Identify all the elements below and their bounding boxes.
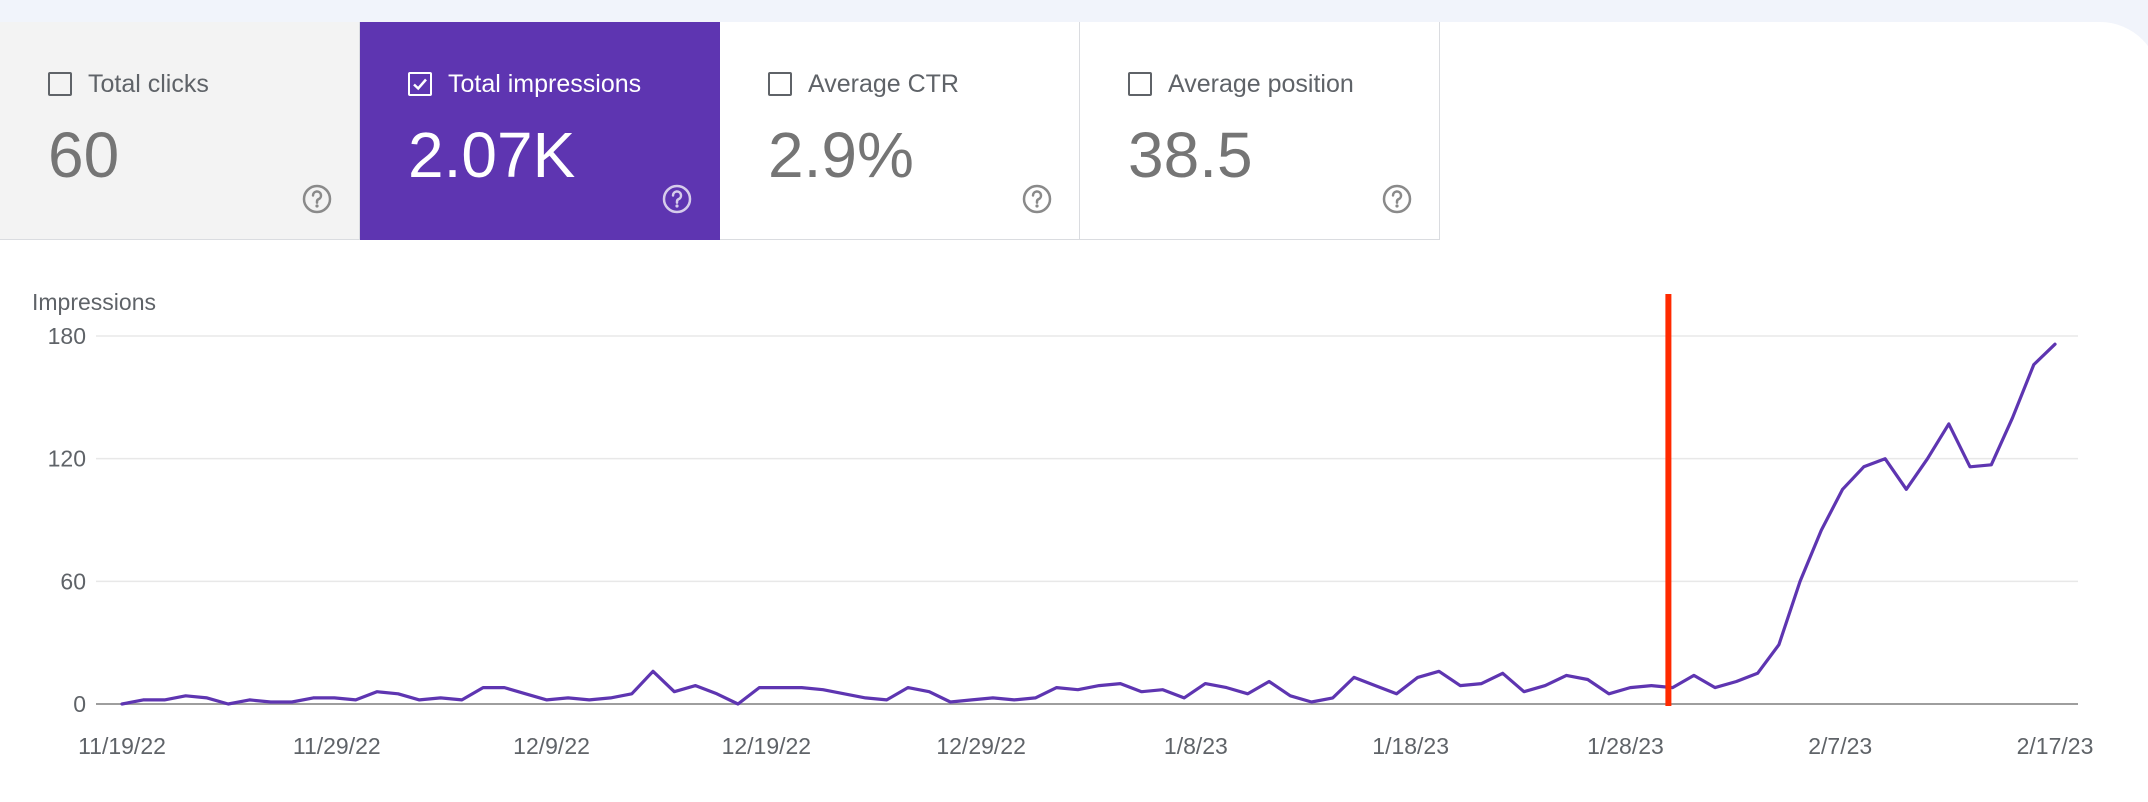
average-position-checkbox[interactable] [1128,72,1152,96]
x-tick-label: 2/7/23 [1808,733,1872,759]
help-circle-icon[interactable] [661,183,693,215]
x-tick-label: 12/29/22 [936,733,1026,759]
y-ticks: 0 60 120 180 [48,323,86,717]
x-tick-label: 12/19/22 [722,733,812,759]
metric-label: Average position [1168,70,1354,98]
chart-svg: Impressions 0 60 120 180 11/19/22 11/29/22 12… [32,289,2093,759]
y-tick-label: 120 [48,446,86,472]
help-circle-icon[interactable] [1021,183,1053,215]
metric-value: 38.5 [1128,119,1253,191]
metric-card-average-ctr[interactable]: Average CTR 2.9% [720,22,1080,240]
x-tick-label: 1/28/23 [1587,733,1664,759]
metric-label: Total impressions [448,70,642,98]
total-impressions-checkbox[interactable] [408,72,432,96]
x-tick-label: 2/17/23 [2017,733,2094,759]
y-axis-label: Impressions [32,289,156,315]
total-clicks-checkbox[interactable] [48,72,72,96]
x-tick-label: 11/29/22 [293,733,381,759]
series-layer [120,342,2057,706]
metric-value: 60 [48,119,120,191]
y-tick-label: 60 [60,568,86,594]
x-tick-label: 12/9/22 [513,733,590,759]
check-icon [413,78,427,91]
impressions-chart: Impressions 0 60 120 180 11/19/22 11/29/22 12… [0,270,2148,780]
metric-label: Average CTR [808,70,959,98]
metric-value: 2.07K [408,119,576,191]
average-ctr-checkbox[interactable] [768,72,792,96]
help-circle-icon[interactable] [1381,183,1413,215]
metric-card-average-position[interactable]: Average position 38.5 [1080,22,1440,240]
y-tick-label: 0 [73,691,86,717]
metric-cards: Total clicks 60 Total impressions 2.07K … [0,22,1440,240]
metric-value: 2.9% [768,119,914,191]
impressions-series-line [120,342,2057,706]
metric-card-total-impressions[interactable]: Total impressions 2.07K [360,22,720,240]
x-tick-label: 1/8/23 [1164,733,1228,759]
grid-layer [96,335,2078,705]
y-tick-label: 180 [48,323,86,349]
x-ticks: 11/19/22 11/29/22 12/9/22 12/19/22 12/29/22 1… [78,733,2093,759]
x-tick-label: 1/18/23 [1372,733,1449,759]
metric-label: Total clicks [88,70,209,98]
x-tick-label: 11/19/22 [78,733,166,759]
metric-card-total-clicks[interactable]: Total clicks 60 [0,22,360,240]
help-circle-icon[interactable] [301,183,333,215]
